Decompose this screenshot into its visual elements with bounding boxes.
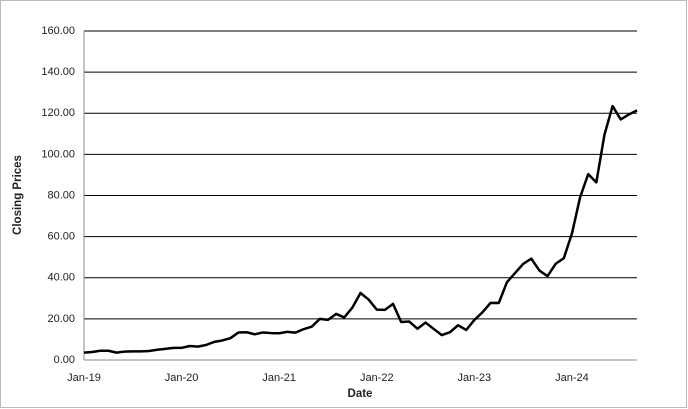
y-tick-label: 160.00 — [41, 25, 75, 37]
x-tick-label: Jan-23 — [458, 372, 492, 384]
y-tick-label: 0.00 — [54, 354, 75, 366]
x-axis-title: Date — [348, 388, 373, 400]
y-tick-label: 60.00 — [47, 231, 75, 243]
x-tick-label: Jan-22 — [360, 372, 394, 384]
y-tick-label: 20.00 — [47, 313, 75, 325]
x-tick-label: Jan-21 — [262, 372, 296, 384]
y-tick-label: 120.00 — [41, 107, 75, 119]
x-tick-label: Jan-24 — [555, 372, 589, 384]
y-tick-label: 40.00 — [47, 272, 75, 284]
y-tick-label: 100.00 — [41, 148, 75, 160]
x-tick-label: Jan-19 — [67, 372, 101, 384]
y-axis-title: Closing Prices — [12, 155, 24, 235]
y-tick-label: 80.00 — [47, 189, 75, 201]
price-line — [83, 104, 638, 354]
y-tick-label: 140.00 — [41, 66, 75, 78]
x-tick-label: Jan-20 — [165, 372, 199, 384]
